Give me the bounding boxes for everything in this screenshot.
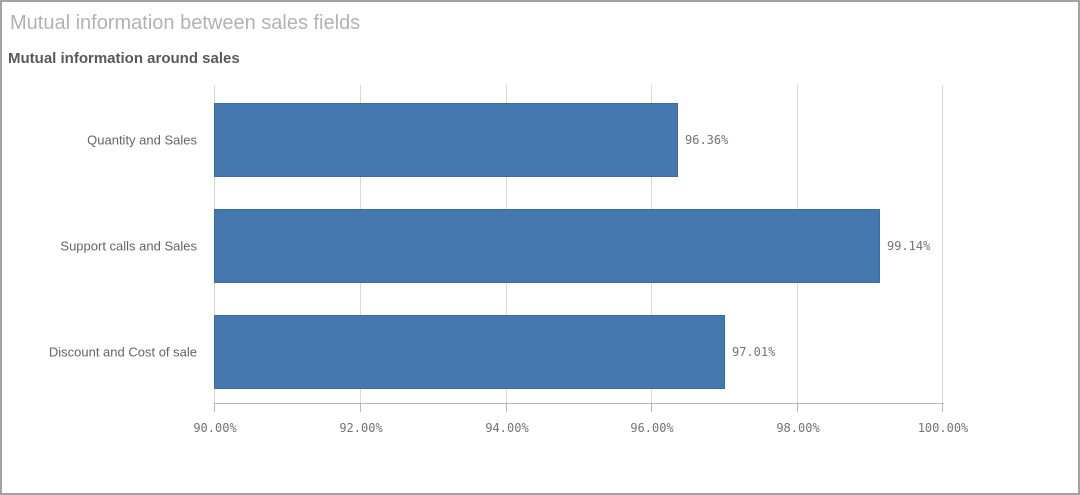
category-label[interactable]: Support calls and Sales — [60, 238, 197, 254]
plot-area — [214, 85, 943, 403]
bar[interactable] — [214, 315, 725, 389]
axis-tick — [360, 404, 361, 412]
axis-tick — [797, 404, 798, 412]
axis-tick-label: 96.00% — [630, 421, 674, 435]
axis-tick — [942, 404, 943, 412]
bar-value-label: 97.01% — [732, 345, 776, 359]
category-label[interactable]: Quantity and Sales — [87, 132, 197, 148]
bar-value-label: 96.36% — [685, 133, 729, 147]
axis-tick-label: 100.00% — [917, 421, 969, 435]
axis-tick-label: 98.00% — [776, 421, 820, 435]
bar-value-label: 99.14% — [887, 239, 931, 253]
axis-tick — [506, 404, 507, 412]
axis-tick-label: 90.00% — [193, 421, 237, 435]
axis-tick-label: 92.00% — [339, 421, 383, 435]
axis-tick — [214, 404, 215, 412]
category-label[interactable]: Discount and Cost of sale — [48, 344, 197, 360]
axis-tick-label: 94.00% — [485, 421, 529, 435]
bar[interactable] — [214, 209, 880, 283]
page-title: Mutual information between sales fields — [10, 12, 361, 34]
axis-tick — [651, 404, 652, 412]
x-axis-line — [214, 403, 944, 404]
chart-title: Mutual information around sales — [8, 50, 240, 67]
bar[interactable] — [214, 103, 678, 177]
gridline — [942, 85, 943, 403]
